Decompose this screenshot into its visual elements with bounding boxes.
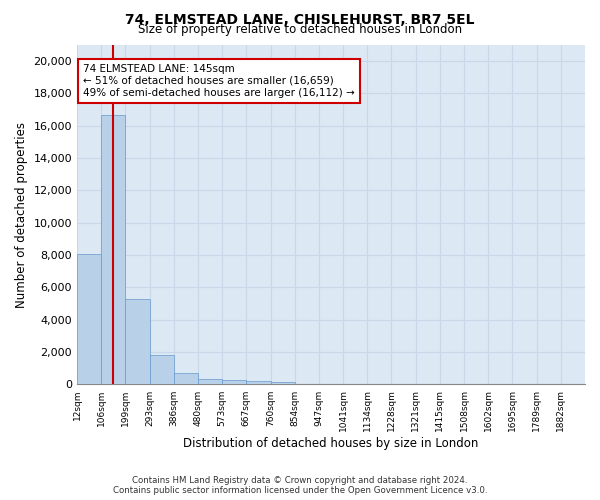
Bar: [149, 356, 174, 384]
Text: 74 ELMSTEAD LANE: 145sqm
← 51% of detached houses are smaller (16,659)
49% of se: 74 ELMSTEAD LANE: 145sqm ← 51% of detach…: [83, 64, 355, 98]
Bar: [174, 374, 198, 384]
Bar: [247, 381, 271, 384]
X-axis label: Distribution of detached houses by size in London: Distribution of detached houses by size …: [184, 437, 479, 450]
Text: Contains HM Land Registry data © Crown copyright and database right 2024.
Contai: Contains HM Land Registry data © Crown c…: [113, 476, 487, 495]
Bar: [198, 379, 222, 384]
Y-axis label: Number of detached properties: Number of detached properties: [15, 122, 28, 308]
Bar: [271, 382, 295, 384]
Bar: [222, 380, 247, 384]
Text: 74, ELMSTEAD LANE, CHISLEHURST, BR7 5EL: 74, ELMSTEAD LANE, CHISLEHURST, BR7 5EL: [125, 12, 475, 26]
Text: Size of property relative to detached houses in London: Size of property relative to detached ho…: [138, 22, 462, 36]
Bar: [77, 254, 101, 384]
Bar: [101, 116, 125, 384]
Bar: [125, 299, 149, 384]
